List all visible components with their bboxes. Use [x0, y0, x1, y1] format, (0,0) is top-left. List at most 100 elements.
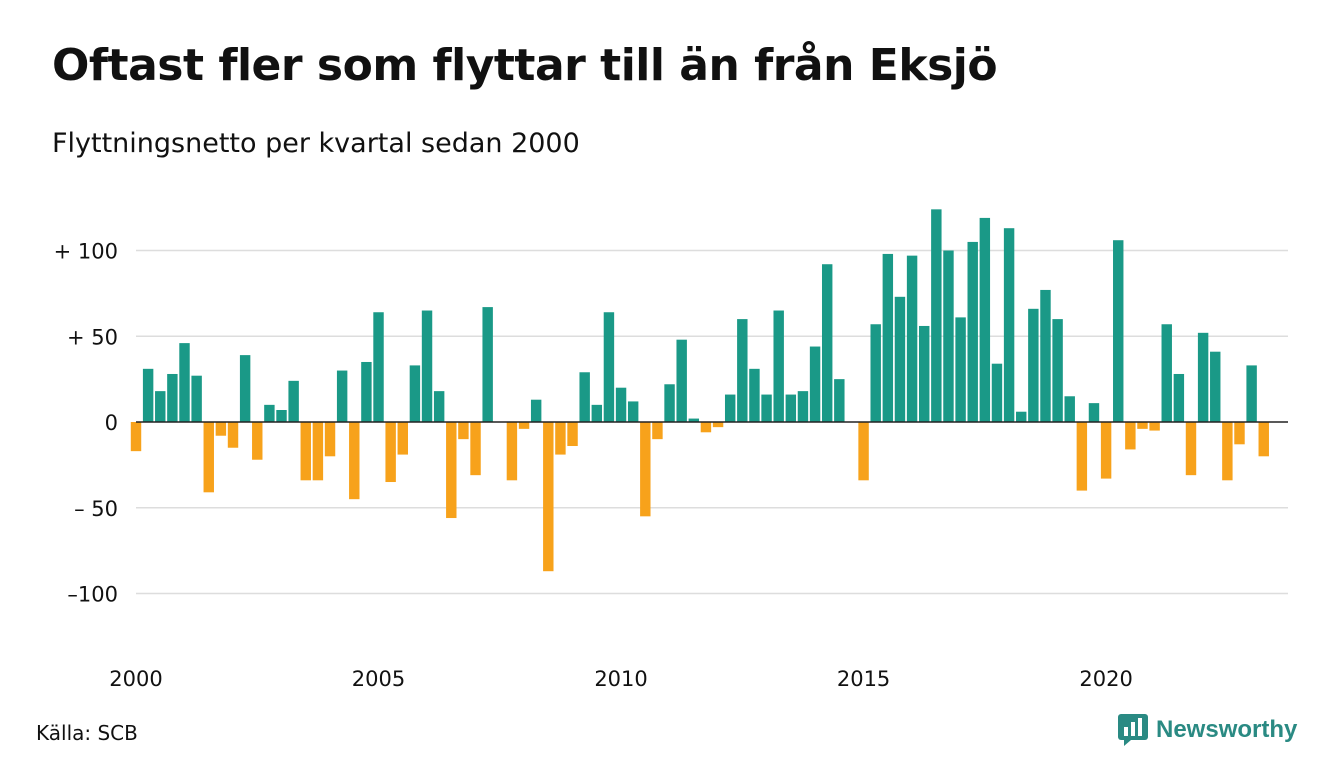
bar [252, 422, 263, 460]
bar [821, 264, 833, 422]
bar [324, 422, 336, 457]
x-tick-label: 2020 [1079, 667, 1132, 691]
bar [155, 391, 166, 422]
bar [603, 312, 615, 422]
bar [555, 422, 566, 455]
bar [264, 404, 275, 422]
bar [640, 422, 651, 517]
brand-logo: Newsworthy [1118, 712, 1297, 748]
bar [712, 422, 724, 428]
bar [785, 394, 797, 422]
bar [664, 384, 675, 422]
bar [700, 422, 712, 433]
bar [361, 361, 372, 422]
bar [336, 370, 348, 422]
bar [1173, 373, 1185, 422]
y-tick-label: + 100 [54, 240, 118, 264]
bar [894, 296, 906, 422]
bar [858, 422, 869, 481]
bar [809, 346, 821, 422]
bar [458, 422, 469, 440]
bar [1234, 422, 1245, 445]
bar [1113, 240, 1124, 422]
bar [1210, 351, 1221, 422]
bar [543, 422, 554, 572]
bar [761, 394, 772, 422]
bar [943, 250, 954, 422]
bar [979, 217, 991, 422]
axes: + 100 + 50 0 – 50 –100 2000 2005 2010 2015 2020 [54, 240, 1288, 691]
bar [191, 375, 202, 422]
bar [870, 324, 881, 422]
bar [312, 422, 324, 481]
bar [227, 422, 239, 448]
source-note: Källa: SCB [36, 721, 138, 745]
bar [797, 391, 809, 422]
bar [142, 368, 154, 422]
chart-title: Oftast fler som flyttar till än från Eks… [52, 40, 998, 91]
bar [1222, 422, 1233, 481]
bar [955, 317, 966, 422]
bar [1125, 422, 1136, 450]
bar [627, 401, 639, 422]
bar [518, 422, 530, 429]
bar [591, 404, 603, 422]
bar [276, 410, 287, 422]
bar [1040, 289, 1051, 422]
bar [652, 422, 663, 440]
y-tick-label: 0 [105, 411, 118, 435]
bar [239, 355, 251, 422]
bar [397, 422, 408, 455]
bar [1100, 422, 1112, 479]
bar [906, 255, 918, 422]
x-tick-label: 2000 [109, 667, 162, 691]
bar [373, 312, 384, 422]
bar [433, 391, 445, 422]
bar [737, 319, 748, 422]
bar [688, 418, 700, 422]
bar [409, 365, 421, 422]
brand-name: Newsworthy [1156, 716, 1298, 743]
bar [130, 422, 142, 452]
bar [579, 372, 590, 422]
bar [1076, 422, 1088, 491]
bar [288, 380, 299, 422]
x-tick-label: 2005 [352, 667, 405, 691]
bar [1197, 332, 1209, 422]
bar [1003, 228, 1015, 422]
bar [1258, 422, 1269, 457]
bar [470, 422, 481, 476]
bar [1064, 396, 1075, 422]
bar [203, 422, 214, 493]
bar [1149, 422, 1160, 431]
bar [385, 422, 396, 483]
bar [215, 422, 227, 436]
bar [179, 343, 190, 422]
bar [300, 422, 311, 481]
newsworthy-icon [1118, 714, 1148, 746]
bar [1185, 422, 1197, 476]
bar [1088, 403, 1100, 422]
bar [676, 339, 687, 422]
bar [1028, 308, 1039, 422]
bar [482, 307, 493, 422]
grid-lines [136, 249, 1288, 595]
bar [919, 325, 930, 422]
bar [773, 310, 784, 422]
bar [882, 253, 894, 422]
bar [967, 241, 978, 422]
bar [349, 422, 360, 500]
bar [991, 363, 1003, 422]
bar [506, 422, 518, 481]
x-tick-label: 2010 [594, 667, 647, 691]
bar [530, 399, 542, 422]
bar [421, 310, 433, 422]
bar [1161, 324, 1172, 422]
bar [1137, 422, 1148, 429]
x-tick-label: 2015 [837, 667, 890, 691]
bar [167, 373, 178, 422]
bar [1016, 411, 1027, 422]
bar [834, 379, 845, 423]
y-tick-label: + 50 [67, 325, 118, 349]
bar [446, 422, 457, 519]
